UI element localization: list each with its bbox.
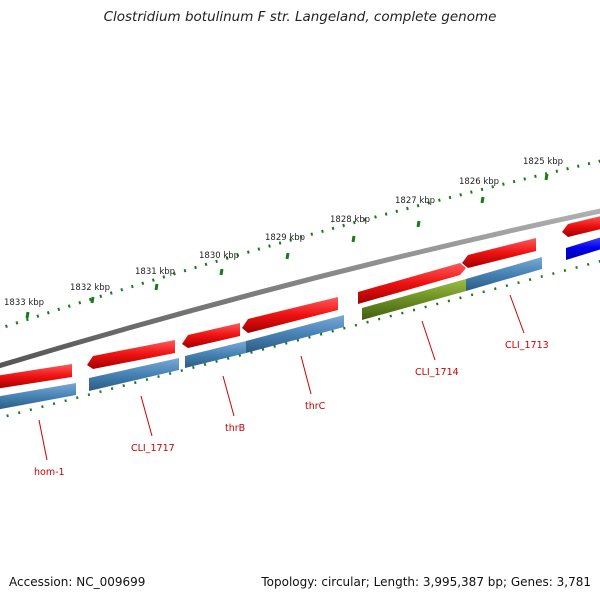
topology-text: Topology: circular; Length: 3,995,387 bp… xyxy=(261,575,591,589)
gene-arrow xyxy=(0,364,72,389)
scale-track xyxy=(0,159,600,330)
scale-label: 1826 kbp xyxy=(459,177,499,187)
gene-label: thrC xyxy=(305,401,326,412)
cds-bar xyxy=(466,257,542,291)
genome-backbone xyxy=(0,208,600,369)
gene-arrow xyxy=(562,216,600,237)
cds-bar xyxy=(246,315,344,353)
scale-label: 1831 kbp xyxy=(135,267,175,277)
gene-arrow xyxy=(462,238,536,268)
cds-bar xyxy=(89,358,179,391)
gene-label: hom-1 xyxy=(34,467,65,478)
gene-arrow xyxy=(358,263,466,304)
scale-label: 1832 kbp xyxy=(70,283,110,293)
gene-arrow xyxy=(182,323,240,348)
gene-arrow xyxy=(242,297,338,333)
label-leaders xyxy=(38,294,525,461)
scale-label: 1828 kbp xyxy=(330,215,370,225)
gene-label: CLI_1714 xyxy=(415,367,459,378)
gene-track xyxy=(0,216,600,389)
cds-track xyxy=(0,237,600,410)
scale-label: 1833 kbp xyxy=(4,298,44,308)
scale-label: 1827 kbp xyxy=(395,196,435,206)
cds-bar xyxy=(185,341,246,368)
gene-arrow xyxy=(87,340,175,369)
scale-label: 1825 kbp xyxy=(523,157,563,167)
cds-bar-highlight xyxy=(362,279,466,320)
accession-text: Accession: NC_009699 xyxy=(9,575,146,589)
scale-major-ticks xyxy=(25,173,549,319)
cds-bar xyxy=(0,383,76,410)
scale-label: 1830 kbp xyxy=(199,251,239,261)
gene-label: thrB xyxy=(225,423,245,434)
gene-label: CLI_1713 xyxy=(505,340,549,351)
inner-scale-dots xyxy=(0,260,600,419)
scale-label: 1829 kbp xyxy=(265,233,305,243)
cds-bar-right xyxy=(566,237,600,260)
genome-title: Clostridium botulinum F str. Langeland, … xyxy=(103,9,497,25)
gene-label: CLI_1717 xyxy=(131,443,175,454)
